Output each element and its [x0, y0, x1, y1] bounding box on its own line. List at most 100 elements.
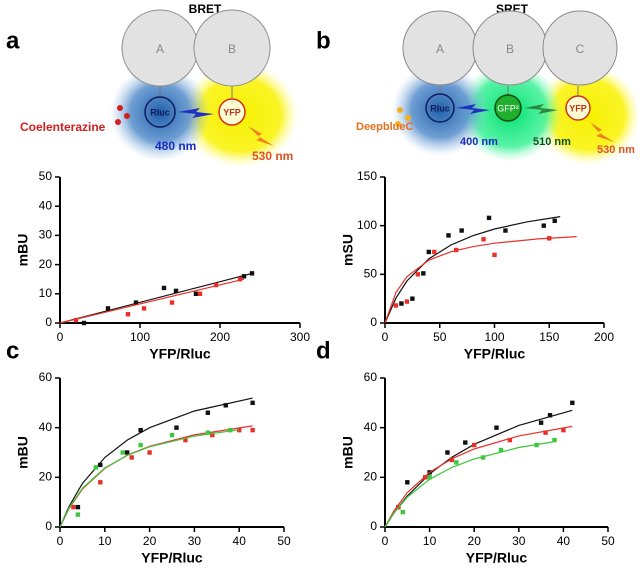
data-point	[449, 457, 455, 463]
y-tick-label: 40	[364, 420, 378, 434]
data-point	[459, 228, 464, 233]
data-point	[75, 512, 81, 517]
data-point	[547, 413, 553, 418]
dot	[124, 113, 130, 119]
x-tick-label: 40	[557, 534, 571, 548]
energy-arrow	[524, 104, 558, 114]
data-point	[125, 450, 130, 455]
acceptor-label: YFP	[223, 107, 241, 117]
diagram-title: BRET	[189, 2, 222, 16]
data-point	[249, 271, 255, 276]
data-point	[205, 430, 211, 435]
data-point	[105, 306, 111, 311]
x-tick-label: 10	[423, 534, 437, 548]
emission-label: 480 nm	[155, 139, 196, 153]
y-tick-label: 60	[364, 370, 378, 384]
data-point	[415, 272, 421, 277]
donor	[144, 96, 176, 128]
data-point	[138, 442, 143, 448]
protein-label: A	[436, 42, 444, 56]
fit-curve	[384, 425, 573, 528]
data-point	[486, 215, 492, 221]
protein	[193, 9, 271, 87]
y-tick-label: 0	[370, 519, 377, 533]
data-point	[570, 400, 575, 406]
data-point	[541, 223, 546, 228]
data-point	[138, 427, 143, 433]
data-point	[446, 233, 451, 238]
data-point	[174, 425, 179, 430]
y-tick-label: 60	[39, 370, 53, 384]
sret-diagram: SRET A B C Rluc GFP² YFP DeepblueC 400 n…	[356, 2, 640, 165]
fit-curve	[59, 278, 245, 324]
x-tick-label: 50	[601, 534, 615, 548]
data-point	[71, 504, 76, 510]
data-point	[400, 509, 406, 515]
x-tick-label: 20	[468, 534, 482, 548]
x-tick-label: 40	[233, 534, 247, 548]
data-point	[552, 218, 557, 223]
data-point	[472, 442, 477, 448]
data-point	[237, 277, 243, 282]
x-tick-label: 200	[594, 330, 614, 344]
dot	[117, 105, 123, 111]
data-point	[552, 437, 557, 443]
data-point	[399, 301, 404, 306]
x-axis-label: YFP/Rluc	[466, 550, 528, 566]
energy-arrow	[456, 104, 490, 114]
panel-label: d	[316, 337, 331, 364]
y-axis-label: mBU	[340, 436, 356, 469]
data-point	[223, 403, 228, 408]
data-point	[481, 237, 486, 242]
dot	[405, 115, 411, 121]
dot	[397, 107, 403, 113]
y-tick-label: 30	[39, 228, 53, 242]
x-tick-label: 0	[57, 534, 64, 548]
protein-label: B	[506, 42, 514, 56]
donor-label: Rluc	[430, 103, 450, 113]
x-tick-label: 100	[130, 330, 150, 344]
data-point	[241, 274, 247, 279]
y-tick-label: 20	[364, 470, 378, 484]
data-point	[393, 303, 399, 308]
fit-curve	[384, 236, 577, 324]
protein	[542, 10, 618, 86]
data-point	[205, 410, 211, 415]
dot	[115, 119, 121, 125]
data-point	[173, 288, 179, 294]
data-point	[129, 455, 134, 460]
data-point	[98, 462, 103, 468]
data-point	[250, 427, 255, 433]
energy-arrow	[178, 108, 214, 118]
glow	[392, 64, 488, 156]
fit-curve	[59, 397, 253, 528]
data-point	[147, 450, 152, 455]
data-point	[507, 437, 513, 443]
fit-curve	[59, 429, 240, 528]
data-point	[213, 282, 219, 288]
emission-label: 530 nm	[252, 149, 293, 163]
x-tick-label: 50	[433, 330, 447, 344]
data-point	[133, 300, 139, 305]
glow	[110, 65, 210, 161]
data-point	[75, 504, 81, 510]
data-point	[543, 430, 548, 435]
y-tick-label: 0	[370, 315, 377, 329]
fit-curve	[384, 216, 561, 324]
intermediate	[494, 94, 522, 122]
emission-bolt	[248, 126, 274, 146]
donor	[425, 93, 455, 123]
acceptor	[565, 95, 591, 121]
data-point	[93, 465, 99, 470]
y-axis-label: mSU	[340, 234, 356, 266]
y-tick-label: 20	[39, 257, 53, 271]
data-point	[492, 252, 497, 258]
data-point	[494, 425, 499, 430]
data-point	[169, 300, 175, 305]
data-point	[169, 432, 175, 438]
data-point	[538, 420, 544, 425]
emission-bolt	[590, 122, 614, 142]
data-point	[228, 427, 233, 433]
emission-label: 530 nm	[597, 144, 635, 156]
